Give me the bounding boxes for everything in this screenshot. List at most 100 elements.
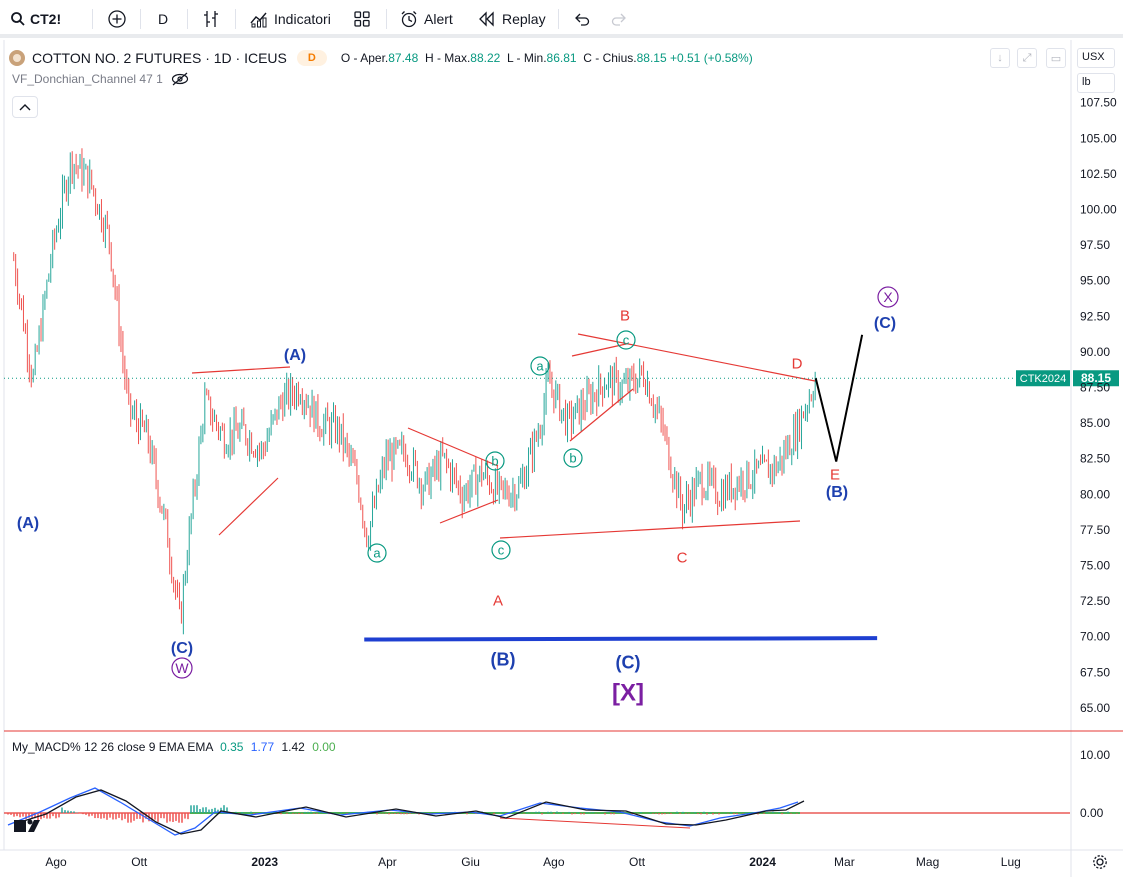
time-tick-label: Ott — [629, 855, 646, 869]
trend-line — [191, 366, 291, 374]
alarm-clock-icon — [401, 11, 417, 28]
indicator-label: VF_Donchian_Channel 47 1 — [12, 72, 163, 86]
high-label: H - Max. — [424, 51, 471, 65]
signal-line — [13, 789, 805, 835]
expand-icon: ⤢ — [1022, 51, 1032, 64]
last-price-value: 88.15 — [1081, 371, 1111, 385]
change-percent: (+0.58%) — [703, 51, 753, 65]
time-tick-label: Lug — [1001, 855, 1021, 869]
layouts-button[interactable] — [353, 6, 371, 32]
wave-circle — [877, 286, 899, 308]
price-tick-label: 90.00 — [1080, 345, 1110, 359]
compare-button[interactable] — [107, 6, 127, 32]
price-tick-label: 107.50 — [1080, 96, 1117, 110]
grid-icon — [354, 11, 370, 27]
candlestick-series — [13, 148, 816, 635]
last-price-badge — [1073, 370, 1119, 387]
last-price-name: CTK2024 — [1020, 373, 1066, 385]
price-tick-label: 102.50 — [1080, 167, 1117, 181]
move-pane-down-button[interactable]: ↓ — [990, 48, 1010, 68]
indicators-label: Indicatori — [274, 11, 331, 27]
time-tick-label: Apr — [378, 855, 397, 869]
time-tick-label: Ago — [543, 855, 565, 869]
undo-icon — [575, 13, 590, 26]
time-tick-label: Giu — [461, 855, 480, 869]
price-tick-label: 65.00 — [1080, 701, 1110, 715]
price-tick-label: 72.50 — [1080, 594, 1110, 608]
macd-value-1: 0.35 — [220, 740, 244, 754]
price-tick-label: 85.00 — [1080, 416, 1110, 430]
toolbar-divider — [140, 9, 141, 29]
collapse-legend-button[interactable] — [12, 96, 38, 118]
time-tick-label: Ott — [131, 855, 148, 869]
wave-circle — [485, 451, 505, 471]
chart-background — [0, 40, 1123, 877]
macd-tick-label: 10.00 — [1080, 748, 1110, 762]
logo-part — [14, 820, 26, 832]
currency-selector[interactable]: USX — [1077, 48, 1115, 68]
macd-value-2: 1.77 — [250, 740, 275, 754]
gear-icon[interactable] — [1092, 854, 1108, 870]
toolbar-divider — [558, 9, 559, 29]
trend-line — [569, 388, 634, 442]
price-tick-label: 82.50 — [1080, 452, 1110, 466]
wave-label: (A) — [17, 515, 39, 532]
wave-label: a — [536, 359, 544, 374]
maximize-pane-button[interactable]: ⤢ — [1017, 48, 1037, 68]
wave-circle — [563, 448, 583, 468]
alert-button[interactable]: Alert — [399, 6, 453, 32]
macd-label: My_MACD% 12 26 close 9 EMA EMA — [12, 740, 213, 754]
wave-label: (C) — [874, 315, 896, 332]
toolbar-divider — [92, 9, 93, 29]
add-circle-icon — [108, 10, 126, 28]
wave-label: X — [883, 289, 893, 305]
interval-button[interactable]: D — [158, 11, 169, 27]
rewind-icon — [479, 11, 494, 27]
support-line — [364, 636, 878, 642]
replay-button[interactable]: Replay — [478, 6, 546, 32]
symbol-logo-icon — [9, 50, 25, 66]
chart-type-button[interactable] — [201, 6, 221, 32]
close-label: C - Chius. — [583, 51, 637, 65]
price-tick-label: 77.50 — [1080, 523, 1110, 537]
price-tick-label: 100.00 — [1080, 203, 1117, 217]
time-tick-label: Mar — [834, 855, 855, 869]
window-icon: ▭ — [1050, 52, 1062, 65]
price-tick-label: 87.50 — [1080, 381, 1110, 395]
high-value: 88.22 — [470, 51, 501, 65]
symbol-search[interactable]: CT2! — [10, 6, 61, 32]
eye-hidden-icon[interactable] — [171, 72, 189, 86]
indicators-button[interactable]: Indicatori — [249, 6, 331, 32]
wave-label: (A) — [284, 347, 306, 364]
last-price-name-badge — [1016, 370, 1070, 387]
open-label: O - Aper. — [340, 51, 389, 65]
indicators-icon — [250, 12, 267, 28]
time-tick-label: Ago — [45, 855, 67, 869]
macd-legend[interactable]: My_MACD% 12 26 close 9 EMA EMA 0.35 1.77… — [12, 740, 336, 754]
delay-badge: D — [296, 50, 327, 66]
toolbar-divider — [235, 9, 236, 29]
trend-line — [218, 477, 279, 536]
trend-line — [407, 427, 499, 467]
wave-label: a — [373, 546, 381, 561]
undo-button[interactable] — [573, 6, 591, 32]
wave-label: C — [677, 549, 688, 566]
macd-value-4: 0.00 — [312, 740, 336, 754]
wave-label: (C) — [616, 652, 641, 672]
wave-circle — [367, 543, 387, 563]
redo-icon — [611, 13, 626, 26]
projection-path — [814, 334, 864, 462]
unit-selector[interactable]: lb — [1077, 73, 1115, 93]
price-tick-label: 70.00 — [1080, 630, 1110, 644]
wave-circle — [616, 330, 636, 350]
wave-label: A — [493, 592, 503, 609]
redo-button[interactable] — [610, 6, 628, 32]
price-tick-label: 105.00 — [1080, 131, 1117, 145]
pane-settings-button[interactable]: ▭ — [1046, 48, 1066, 68]
low-value: 86.81 — [546, 51, 577, 65]
price-tick-label: 80.00 — [1080, 487, 1110, 501]
wave-label: (B) — [491, 649, 516, 669]
indicator-legend[interactable]: VF_Donchian_Channel 47 1 — [12, 72, 189, 86]
wave-label: b — [569, 451, 576, 466]
